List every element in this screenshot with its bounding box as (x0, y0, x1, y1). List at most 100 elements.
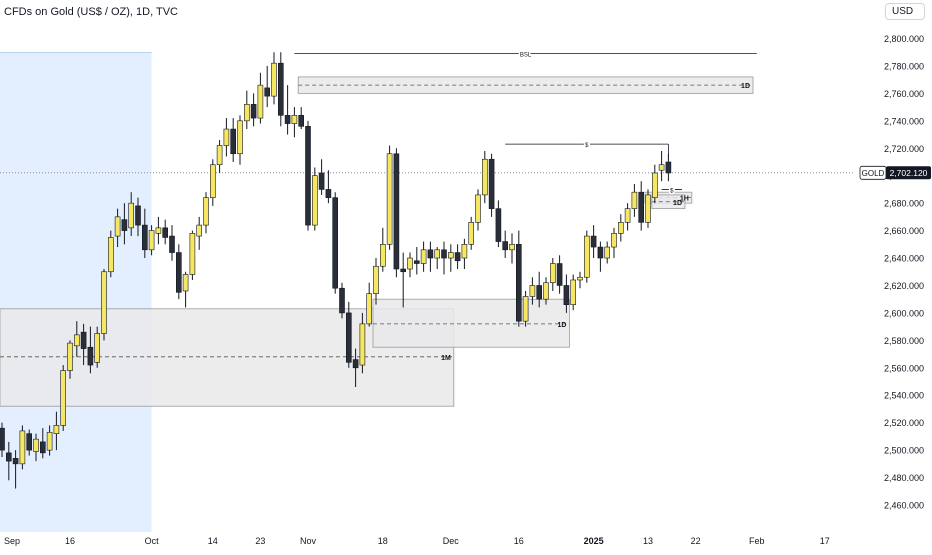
candle-body (379, 244, 386, 267)
candle-bullish (244, 90, 250, 130)
time-tick-label: 16 (65, 536, 75, 546)
candle-body (271, 62, 277, 97)
candle-bearish (345, 301, 352, 368)
candle-bullish (420, 241, 427, 272)
candle-body (509, 244, 515, 251)
candle-body (203, 197, 209, 226)
candle-body (359, 323, 366, 366)
time-tick-label: Sep (4, 536, 20, 546)
candle-bullish (373, 258, 379, 305)
candle-bearish (427, 241, 434, 272)
candle-body (441, 249, 447, 259)
price-tick-label: 2,500.000 (884, 446, 924, 456)
candle-body (284, 115, 291, 124)
candle-body (434, 249, 441, 259)
candle-bullish (108, 230, 114, 278)
time-tick-label: 14 (208, 536, 218, 546)
candle-body (162, 227, 168, 238)
candle-body (257, 84, 264, 119)
candle-bullish (617, 214, 624, 242)
candle-body (658, 164, 665, 171)
candle-bearish (325, 170, 332, 204)
candle-bullish (203, 192, 209, 234)
candle-body (638, 191, 645, 223)
candle-bearish (488, 153, 495, 217)
candle-bullish (570, 274, 577, 311)
candle-body (74, 334, 80, 347)
candle-body (26, 433, 33, 451)
candle-body (250, 104, 257, 119)
candle-body (196, 224, 202, 237)
candle-body (237, 120, 243, 155)
price-tick-label: 2,540.000 (884, 391, 924, 401)
zone-label: 1D (673, 200, 682, 207)
candle-body (169, 235, 175, 253)
candle-body (339, 287, 345, 314)
candle-bullish (529, 277, 536, 305)
candle-bearish (284, 85, 291, 135)
candle-bearish (454, 244, 461, 270)
candle-bullish (114, 208, 121, 248)
candle-bearish (87, 326, 94, 374)
candle-bearish (590, 225, 597, 259)
candle-body (611, 233, 617, 248)
candle-bearish (393, 148, 400, 278)
candle-body (597, 246, 604, 259)
price-tick-label: 2,760.000 (884, 89, 924, 99)
candle-bullish (94, 326, 100, 368)
liquidity-label: $ (670, 188, 674, 194)
candle-bearish (318, 159, 325, 195)
candle-body (413, 260, 420, 264)
currency-selector-button[interactable]: USD (885, 3, 925, 20)
candle-body (46, 431, 53, 451)
candle-body (332, 197, 339, 289)
candle-bullish (658, 151, 665, 182)
candle-body (210, 164, 216, 198)
candle-body (447, 252, 454, 259)
candle-bearish (6, 441, 12, 481)
price-tick-label: 2,640.000 (884, 254, 924, 264)
candle-body (583, 235, 590, 278)
candle-bullish (407, 252, 413, 278)
price-tick-label: 2,600.000 (884, 308, 924, 318)
candle-body (427, 249, 434, 259)
candle-bullish (447, 244, 454, 272)
zone-label: 1H (680, 196, 689, 203)
candle-bullish (611, 227, 617, 259)
candle-bearish (305, 120, 311, 231)
time-tick-label: 2025 (584, 536, 604, 546)
candle-body (305, 126, 311, 226)
liquidity-label: $ (585, 143, 589, 149)
candle-body (101, 271, 107, 334)
candle-body (182, 274, 189, 292)
candle-body (386, 153, 393, 245)
price-tick-label: 2,520.000 (884, 418, 924, 428)
candle-bullish (53, 411, 60, 451)
candle-bullish (631, 183, 638, 217)
candle-bullish (366, 282, 373, 327)
candle-body (352, 359, 359, 369)
zone-1d (372, 298, 570, 348)
candle-bearish (264, 65, 271, 108)
candle-bullish (461, 238, 468, 270)
candle-bearish (332, 192, 339, 294)
candle-bullish (74, 321, 80, 357)
symbol-badge-label: GOLD (862, 169, 885, 178)
candle-bullish (645, 189, 651, 228)
candle-body (230, 128, 236, 155)
candle-body (543, 282, 549, 300)
candle-bearish (169, 225, 175, 261)
candle-body (522, 296, 529, 322)
candle-bearish (298, 107, 305, 130)
candle-bearish (536, 271, 543, 308)
candle-body (345, 312, 352, 363)
candle-bullish (434, 247, 441, 270)
candle-bearish (556, 255, 563, 294)
candle-bearish (39, 428, 46, 459)
candle-body (19, 430, 26, 465)
price-tick-label: 2,800.000 (884, 34, 924, 44)
candle-body (556, 263, 563, 286)
candle-body (400, 268, 407, 273)
